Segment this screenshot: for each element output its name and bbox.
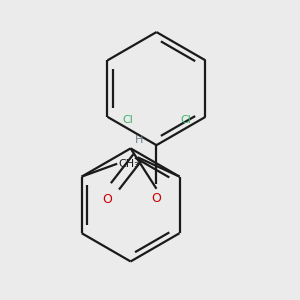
Text: Cl: Cl — [122, 115, 133, 125]
Text: Cl: Cl — [180, 115, 191, 125]
Text: CH₃: CH₃ — [119, 159, 140, 169]
Text: O: O — [152, 192, 161, 205]
Text: H: H — [135, 135, 143, 145]
Text: O: O — [102, 193, 112, 206]
